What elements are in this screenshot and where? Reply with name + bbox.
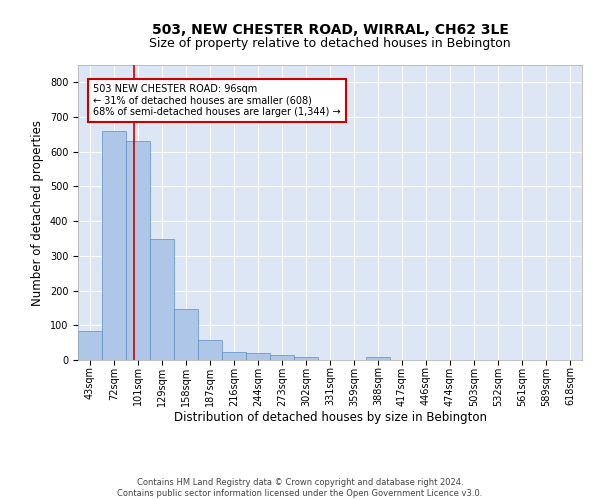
Bar bbox=[126, 142, 150, 360]
Bar bbox=[78, 331, 102, 360]
Text: Size of property relative to detached houses in Bebington: Size of property relative to detached ho… bbox=[149, 38, 511, 51]
Text: 503 NEW CHESTER ROAD: 96sqm
← 31% of detached houses are smaller (608)
68% of se: 503 NEW CHESTER ROAD: 96sqm ← 31% of det… bbox=[93, 84, 341, 117]
Bar bbox=[222, 352, 246, 360]
Bar bbox=[150, 239, 174, 360]
Bar bbox=[246, 354, 270, 360]
Bar bbox=[174, 309, 198, 360]
Text: 503, NEW CHESTER ROAD, WIRRAL, CH62 3LE: 503, NEW CHESTER ROAD, WIRRAL, CH62 3LE bbox=[152, 22, 508, 36]
X-axis label: Distribution of detached houses by size in Bebington: Distribution of detached houses by size … bbox=[173, 411, 487, 424]
Text: Contains HM Land Registry data © Crown copyright and database right 2024.
Contai: Contains HM Land Registry data © Crown c… bbox=[118, 478, 482, 498]
Bar bbox=[366, 357, 390, 360]
Y-axis label: Number of detached properties: Number of detached properties bbox=[31, 120, 44, 306]
Bar bbox=[198, 340, 222, 360]
Bar bbox=[270, 355, 294, 360]
Bar bbox=[294, 357, 318, 360]
Bar bbox=[102, 131, 126, 360]
